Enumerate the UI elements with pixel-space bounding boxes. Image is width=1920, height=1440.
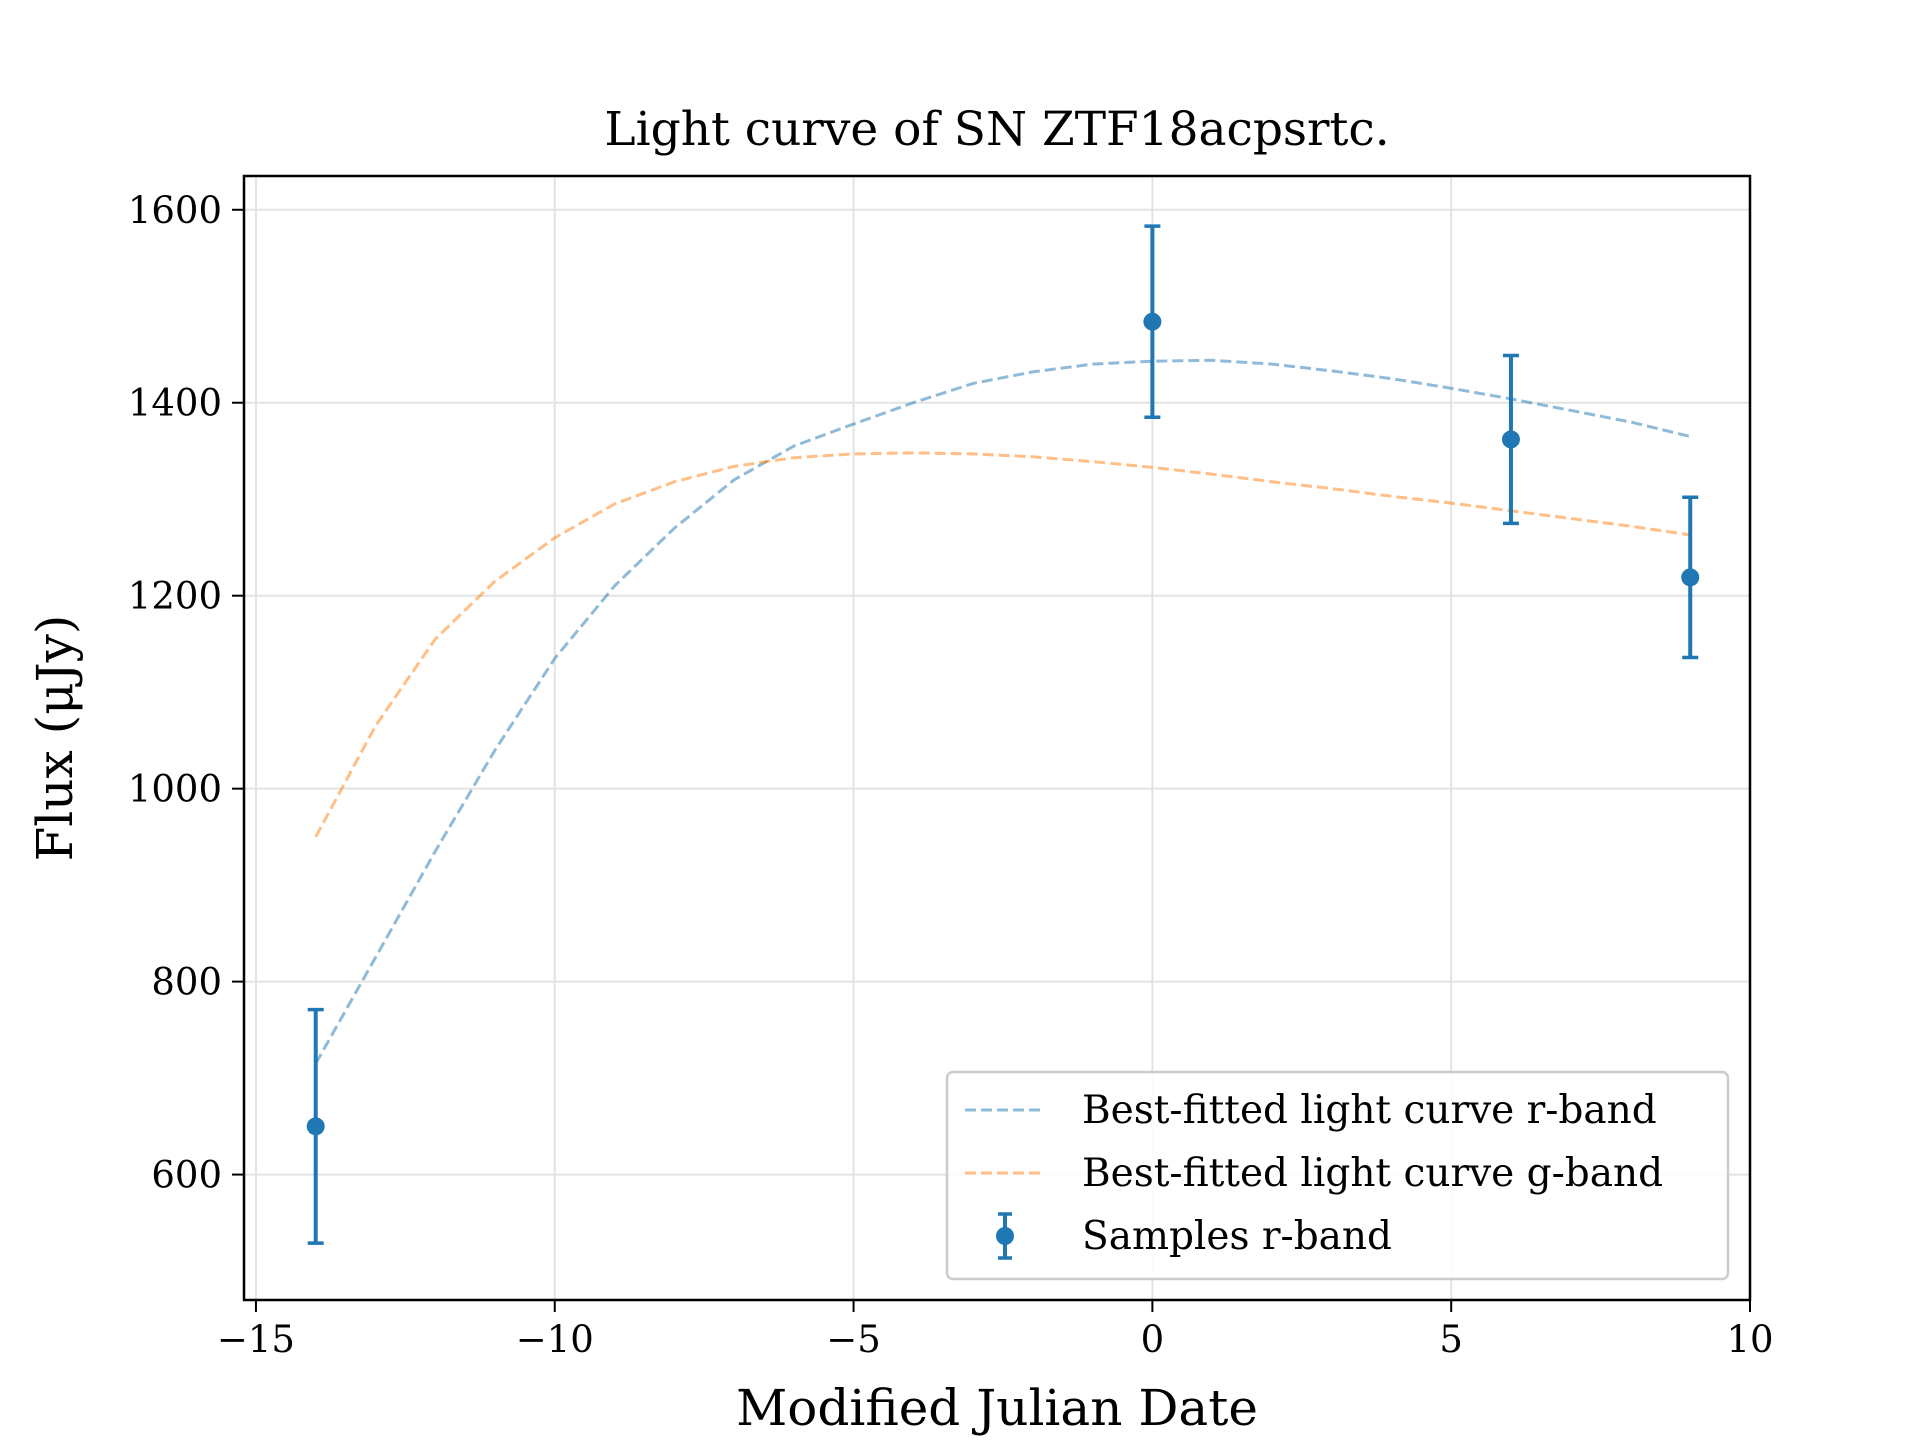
x-tick-label: −10	[516, 1318, 594, 1361]
legend-label: Samples r-band	[1082, 1214, 1392, 1259]
legend-label: Best-fitted light curve r-band	[1082, 1088, 1657, 1133]
x-tick-label: 0	[1141, 1318, 1165, 1361]
data-point	[1143, 312, 1162, 331]
y-tick-label: 600	[151, 1154, 222, 1197]
x-axis-title: Modified Julian Date	[736, 1379, 1258, 1437]
legend-box	[945, 1070, 1730, 1281]
legend-label: Best-fitted light curve g-band	[1082, 1151, 1663, 1196]
x-tick-label: 10	[1726, 1318, 1773, 1361]
x-tick-label: −15	[217, 1318, 295, 1361]
y-axis-title: Flux (μJy)	[26, 615, 84, 862]
data-point	[306, 1117, 325, 1136]
x-tick-label: −5	[826, 1318, 881, 1361]
y-tick-label: 800	[151, 961, 222, 1004]
chart-title: Light curve of SN ZTF18acpsrtc.	[604, 102, 1389, 157]
axes: −15 −10 −5 0 5 10 600 800 1000 1200 1400 1600	[128, 189, 1774, 1361]
series-line	[314, 451, 1691, 838]
series-line	[314, 358, 1691, 1065]
data-point	[1501, 430, 1520, 449]
data-point	[1681, 568, 1700, 587]
legend-marker-swatch	[996, 1227, 1014, 1245]
y-tick-label: 1400	[128, 382, 222, 425]
plot-frame	[242, 174, 1752, 1302]
y-tick-label: 1200	[128, 575, 222, 618]
y-tick-label: 1600	[128, 189, 222, 232]
data-series	[306, 224, 1700, 1245]
legend: Best-fitted light curve r-band Best-fitte…	[945, 1070, 1730, 1281]
x-tick-label: 5	[1439, 1318, 1463, 1361]
y-tick-label: 1000	[128, 768, 222, 811]
